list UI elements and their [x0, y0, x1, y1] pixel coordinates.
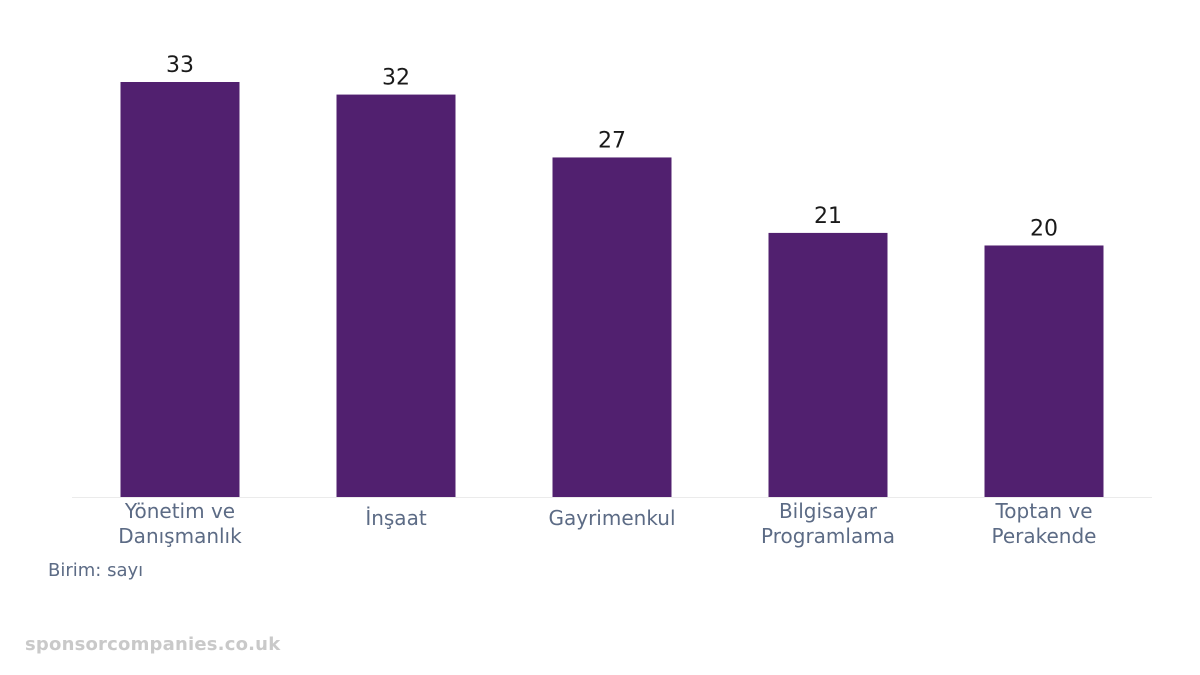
category-label-line: Gayrimenkul: [548, 506, 675, 530]
category-label-line: Perakende: [992, 524, 1097, 548]
bar-value-label: 33: [166, 53, 194, 78]
bar: [768, 232, 888, 497]
bar-value-label: 21: [814, 204, 842, 229]
category-label-line: Bilgisayar: [779, 499, 878, 523]
category-label: Yönetim ve Danışmanlık: [118, 499, 242, 548]
category-label-line: Danışmanlık: [118, 524, 242, 548]
bar: [120, 82, 240, 497]
category-label: Toptan ve Perakende: [992, 499, 1097, 548]
category-label: İnşaat: [365, 506, 427, 530]
bar: [552, 157, 672, 498]
category-label-line: Programlama: [761, 524, 895, 548]
bar: [336, 94, 456, 498]
bar-value-label: 27: [598, 128, 626, 153]
category-label-line: İnşaat: [365, 506, 427, 530]
category-label: Gayrimenkul: [548, 506, 675, 530]
watermark: sponsorcompanies.co.uk: [25, 634, 281, 655]
bar-value-label: 32: [382, 66, 410, 91]
category-label: Bilgisayar Programlama: [761, 499, 895, 548]
bar-value-label: 20: [1030, 216, 1058, 241]
category-label-line: Yönetim ve: [124, 499, 235, 523]
bar: [984, 245, 1104, 497]
category-label-line: Toptan ve: [994, 499, 1092, 523]
unit-label: Birim: sayı: [48, 560, 144, 581]
